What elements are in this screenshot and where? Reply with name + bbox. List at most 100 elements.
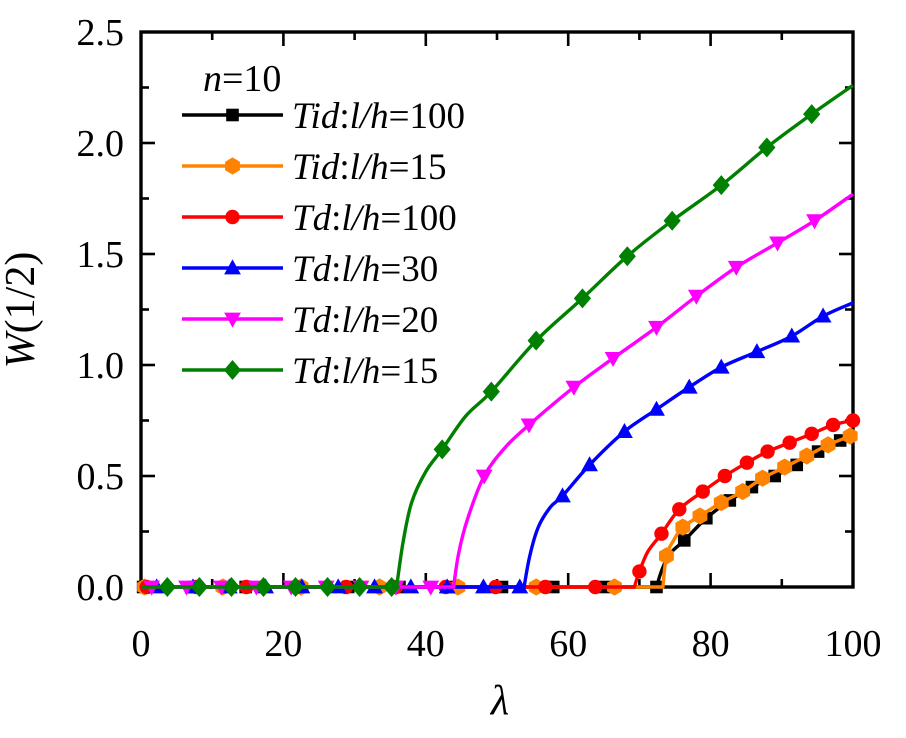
data-point-marker xyxy=(222,577,241,597)
data-point-marker xyxy=(648,400,665,416)
data-point-marker xyxy=(713,494,729,512)
data-point-marker xyxy=(672,502,687,517)
y-tick-label: 0.5 xyxy=(77,456,125,498)
data-point-marker xyxy=(748,343,766,359)
data-point-marker xyxy=(803,104,821,125)
data-point-marker xyxy=(755,469,770,487)
data-point-marker xyxy=(758,137,776,158)
data-point-marker xyxy=(712,175,730,196)
annotation-n: n=10 xyxy=(203,58,281,100)
legend-marker xyxy=(225,209,240,225)
legend-item-td-l-h-100: Td:l/h=100 xyxy=(182,198,457,239)
legend-marker xyxy=(225,157,240,175)
data-point-marker xyxy=(573,288,592,309)
data-point-marker xyxy=(654,526,669,541)
data-point-marker xyxy=(783,327,801,343)
data-point-marker xyxy=(190,577,208,597)
data-point-marker xyxy=(842,427,858,445)
legend-marker xyxy=(223,360,242,380)
data-point-marker xyxy=(158,577,176,597)
x-tick-label: 80 xyxy=(692,623,730,665)
data-point-marker xyxy=(581,456,598,472)
series-td-l-h-15 xyxy=(141,83,854,597)
legend-marker xyxy=(224,312,241,328)
data-point-marker xyxy=(604,351,622,367)
legend-label: Td:l/h=20 xyxy=(292,300,438,341)
legend-label: Tid:l/h=15 xyxy=(292,147,447,188)
data-point-marker xyxy=(318,577,337,597)
data-point-marker xyxy=(845,413,861,428)
data-point-marker xyxy=(588,579,603,595)
legend-label: Td:l/h=100 xyxy=(292,198,457,239)
x-tick-label: 40 xyxy=(407,623,445,665)
data-point-marker xyxy=(433,439,451,460)
data-point-marker xyxy=(799,447,815,465)
data-point-marker xyxy=(760,444,775,459)
legend-label: Td:l/h=15 xyxy=(292,351,438,392)
data-point-marker xyxy=(739,455,755,470)
data-point-marker xyxy=(695,484,710,499)
data-point-marker xyxy=(727,260,745,276)
data-point-marker xyxy=(632,564,647,579)
data-point-marker xyxy=(527,330,545,351)
y-tick-label: 2.0 xyxy=(77,123,125,165)
legend: Tid:l/h=100 Tid:l/h=15 Td:l/h=100 Td:l/h=30… xyxy=(182,96,465,392)
data-point-marker xyxy=(712,358,730,374)
data-point-marker xyxy=(769,236,786,252)
data-point-marker xyxy=(286,577,305,597)
legend-item-td-l-h-20: Td:l/h=20 xyxy=(182,300,438,341)
data-point-marker xyxy=(717,468,733,484)
x-tick-label: 0 xyxy=(132,623,151,665)
data-point-marker xyxy=(814,307,832,323)
data-point-marker xyxy=(254,577,273,597)
data-point-marker xyxy=(422,580,440,596)
y-tick-label: 1.5 xyxy=(77,234,125,276)
data-point-marker xyxy=(687,289,705,305)
legend-item-td-l-h-15: Td:l/h=15 xyxy=(182,351,438,392)
y-tick-label: 2.5 xyxy=(77,12,125,54)
legend-item-td-l-h-30: Td:l/h=30 xyxy=(182,249,438,290)
y-tick-label: 0.0 xyxy=(77,567,125,609)
legend-item-tid-l-h-100: Tid:l/h=100 xyxy=(182,96,465,137)
data-point-marker xyxy=(806,214,823,230)
data-point-marker xyxy=(475,469,493,485)
legend-label: Tid:l/h=100 xyxy=(292,96,465,137)
data-point-marker xyxy=(648,320,665,336)
data-point-marker xyxy=(677,534,691,547)
data-point-marker xyxy=(482,381,500,402)
data-point-marker xyxy=(825,417,841,433)
data-point-marker xyxy=(475,578,492,594)
data-point-marker xyxy=(782,435,797,450)
data-point-marker xyxy=(804,426,819,442)
data-point-marker xyxy=(350,577,369,597)
data-point-marker xyxy=(511,578,529,594)
x-tick-label: 60 xyxy=(549,623,587,665)
data-point-marker xyxy=(618,246,636,267)
y-axis-title: W(1/2) xyxy=(0,252,44,369)
data-point-marker xyxy=(538,579,553,595)
data-point-marker xyxy=(616,423,633,438)
data-point-marker xyxy=(675,518,691,536)
series-line-td-l-h-20 xyxy=(141,192,854,589)
data-point-marker xyxy=(680,378,698,394)
data-point-marker xyxy=(520,418,538,434)
data-point-marker xyxy=(565,380,583,396)
legend-label: Td:l/h=30 xyxy=(292,249,438,290)
data-point-marker xyxy=(663,210,681,231)
legend-item-tid-l-h-15: Tid:l/h=15 xyxy=(182,147,447,188)
y-tick-label: 1.0 xyxy=(77,345,125,387)
data-point-marker xyxy=(820,436,836,454)
series-markers-td-l-h-15 xyxy=(158,104,821,597)
data-point-marker xyxy=(659,547,674,565)
legend-marker xyxy=(224,259,241,275)
data-point-marker xyxy=(383,577,401,597)
data-point-marker xyxy=(692,507,708,525)
data-point-marker xyxy=(735,482,751,501)
data-point-marker xyxy=(777,458,793,476)
legend-marker xyxy=(226,108,239,122)
data-point-marker xyxy=(554,487,571,503)
x-tick-label: 20 xyxy=(264,623,302,665)
